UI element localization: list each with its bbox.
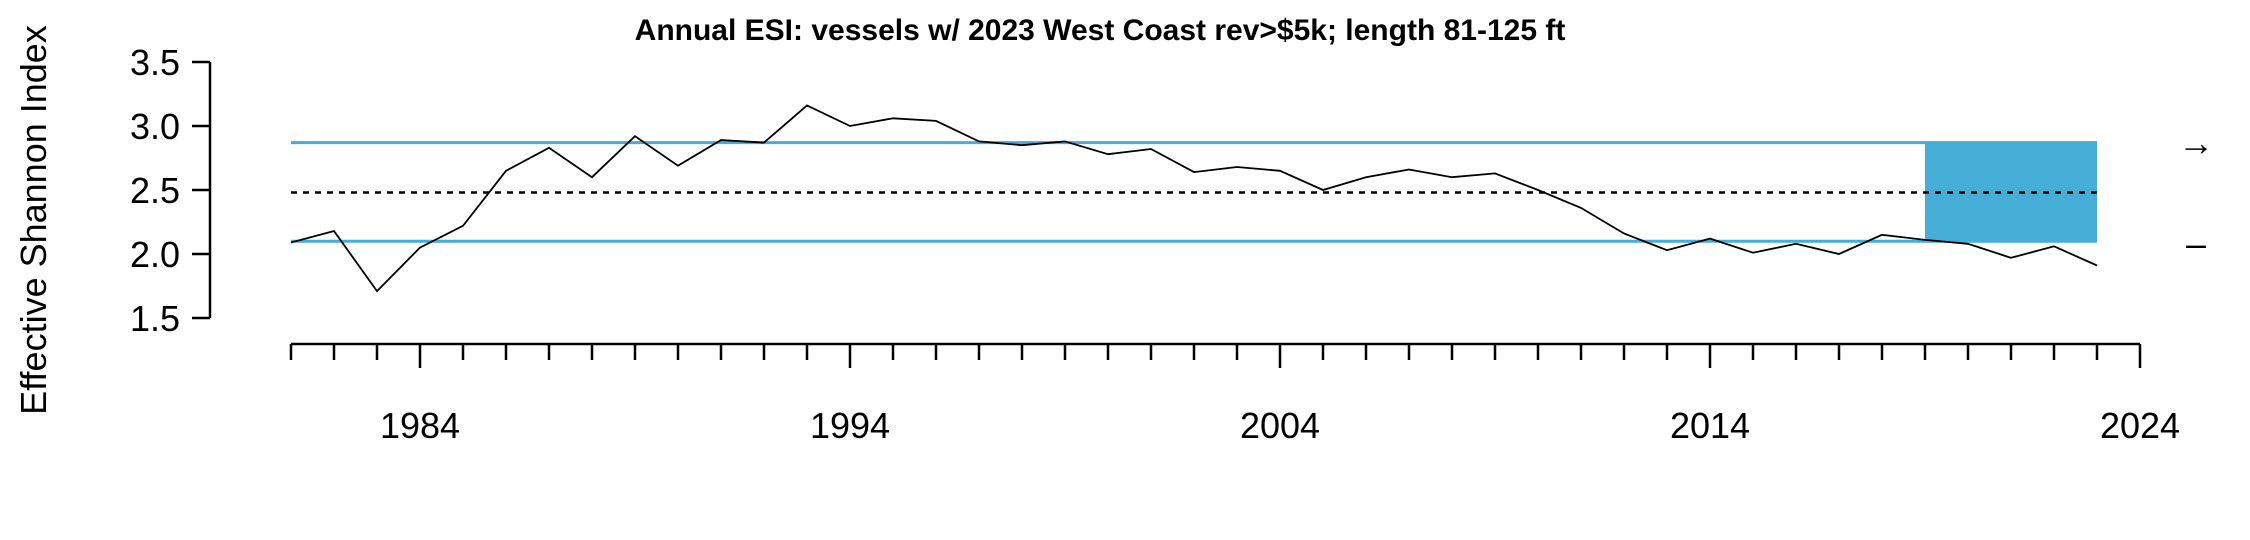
plot-area: 1.5 2.0 2.5 3.0 3.5 1984 1994 2004 2014 2024 — [130, 42, 2180, 446]
x-tick-label: 1984 — [380, 405, 460, 446]
series-line — [290, 104, 2098, 293]
trend-indicator: → — [2178, 122, 2214, 163]
y-tick-label: 1.5 — [130, 298, 180, 339]
y-tick-label: 3.0 — [130, 106, 180, 147]
mean-indicator: – — [2186, 223, 2206, 264]
x-tick-label: 2014 — [1670, 405, 1750, 446]
x-tick-label: 2004 — [1240, 405, 1320, 446]
y-axis-label: Effective Shannon Index — [13, 25, 54, 415]
x-tick-label: 1994 — [810, 405, 890, 446]
y-tick-label: 2.5 — [130, 170, 180, 211]
y-tick-label: 2.0 — [130, 234, 180, 275]
y-tick-label: 3.5 — [130, 42, 180, 83]
x-tick-label: 2024 — [2100, 405, 2180, 446]
chart-title: Annual ESI: vessels w/ 2023 West Coast r… — [635, 14, 1566, 47]
